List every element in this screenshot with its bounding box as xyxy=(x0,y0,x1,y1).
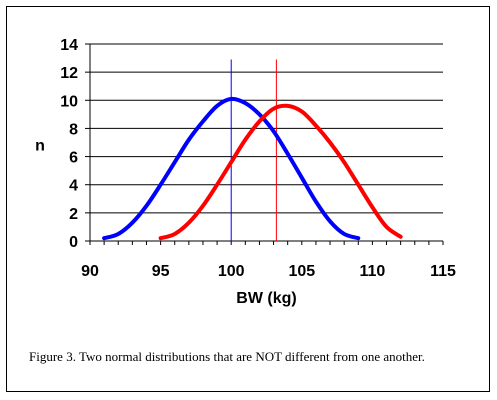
y-axis-title: n xyxy=(35,138,45,155)
series-line-1 xyxy=(158,103,403,241)
x-tick-label-115: 115 xyxy=(430,263,456,280)
x-tick-label-90: 90 xyxy=(81,263,99,280)
figure-caption: Figure 3. Two normal distributions that … xyxy=(29,349,425,364)
y-tick-label-2: 2 xyxy=(69,206,78,223)
figure-frame: 0 2 4 6 8 10 12 14 90 95 100 105 110 115 BW (kg) n Figu… xyxy=(6,6,490,392)
chart: 0 2 4 6 8 10 12 14 90 95 100 105 110 115 BW (kg) n xyxy=(35,37,456,307)
y-tick-label-6: 6 xyxy=(69,150,78,167)
x-tick-label-110: 110 xyxy=(359,263,385,280)
x-tick-label-100: 100 xyxy=(218,263,245,280)
series-line-0 xyxy=(102,96,361,241)
y-tick-label-14: 14 xyxy=(60,37,78,54)
x-tick-label-95: 95 xyxy=(152,263,170,280)
y-tick-label-4: 4 xyxy=(69,178,78,195)
x-tick-label-105: 105 xyxy=(288,263,315,280)
y-tick-label-8: 8 xyxy=(69,121,78,138)
y-tick-label-10: 10 xyxy=(60,93,78,110)
y-tick-label-0: 0 xyxy=(69,234,78,251)
x-axis-title: BW (kg) xyxy=(236,290,296,307)
y-tick-label-12: 12 xyxy=(60,65,78,82)
